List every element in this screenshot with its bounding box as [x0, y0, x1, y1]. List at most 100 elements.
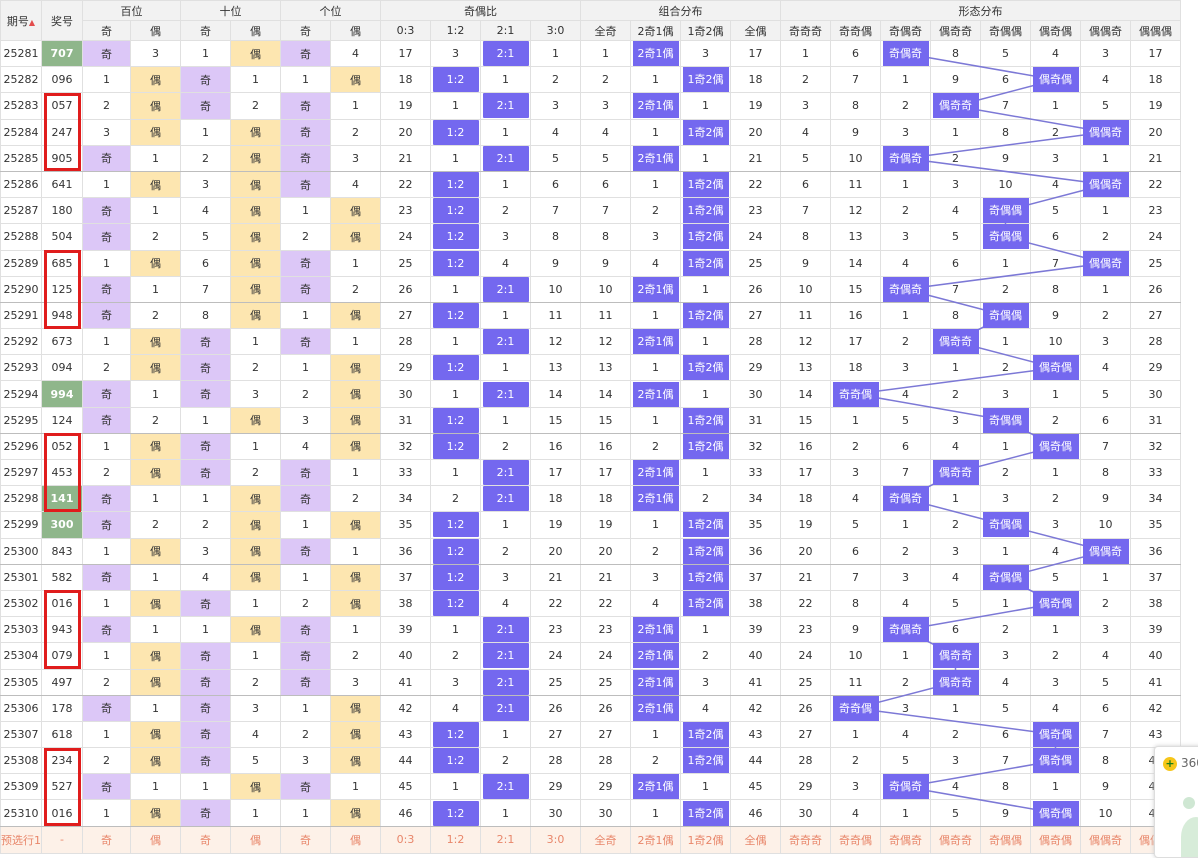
preselect-option[interactable]: 偶奇偶 — [1030, 825, 1081, 854]
preselect-option[interactable]: 偶偶奇 — [1080, 825, 1131, 854]
form-cell: 9 — [930, 66, 981, 94]
preselect-option[interactable]: 偶奇奇 — [930, 825, 981, 854]
form-cell: 12 — [780, 328, 831, 356]
preselect-option[interactable]: 2奇1偶 — [630, 825, 681, 854]
preselect-option[interactable]: 奇 — [280, 825, 331, 854]
ratio-hit-cell-mark: 1:2 — [432, 303, 479, 328]
units-odd-cell: 奇 — [280, 170, 331, 199]
form-cell: 4 — [1030, 537, 1081, 565]
preselect-option[interactable]: 奇 — [180, 825, 231, 854]
tens-odd-cell: 奇 — [180, 328, 231, 356]
prize-number-cell: 016 — [41, 799, 83, 827]
form-cell: 21 — [1130, 144, 1181, 172]
form-cell: 4 — [930, 432, 981, 461]
preselect-option[interactable]: 奇奇偶 — [830, 825, 881, 854]
ratio-hit-cell-mark: 2:1 — [482, 460, 529, 485]
ratio-cell: 22 — [380, 170, 431, 199]
sub-header-18: 奇偶偶 — [980, 20, 1031, 41]
form-cell: 1 — [880, 66, 931, 94]
preselect-option[interactable]: 1:2 — [430, 825, 481, 854]
form-cell: 30 — [780, 799, 831, 827]
floating-360-badge[interactable]: + 360 — [1154, 746, 1198, 858]
combo-cell: 19 — [730, 92, 781, 120]
form-hit-cell: 偶奇偶 — [1030, 354, 1081, 382]
prize-number-cell: 943 — [41, 616, 83, 644]
combo-cell: 8 — [580, 223, 631, 251]
issue-cell: 25281 — [0, 39, 42, 68]
prize-number-cell: 234 — [41, 747, 83, 775]
ratio-hit-cell-mark: 2:1 — [482, 93, 529, 119]
form-cell: 24 — [1130, 223, 1181, 251]
issue-header[interactable]: 期号▲ — [0, 0, 42, 41]
units-odd-cell: 奇 — [280, 458, 331, 487]
tens-odd-cell: 1 — [180, 616, 231, 644]
preselect-option[interactable]: 0:3 — [380, 825, 431, 854]
form-cell: 32 — [1130, 432, 1181, 461]
form-hit-cell-mark: 偶奇奇 — [932, 329, 979, 354]
combo-cell: 45 — [730, 773, 781, 801]
form-cell: 8 — [980, 773, 1031, 801]
ratio-hit-cell-mark: 2:1 — [482, 643, 529, 668]
prize-number-cell: 096 — [41, 66, 83, 94]
preselect-option[interactable]: 2:1 — [480, 825, 531, 854]
issue-cell: 25282 — [0, 66, 42, 94]
hundreds-even-cell: 偶 — [130, 354, 181, 382]
issue-cell: 25290 — [0, 275, 42, 303]
form-hit-cell: 奇偶奇 — [880, 275, 931, 303]
preselect-option[interactable]: 偶 — [330, 825, 381, 854]
form-cell: 7 — [780, 197, 831, 225]
preselect-option[interactable]: 奇 — [82, 825, 131, 854]
ratio-hit-cell: 2:1 — [480, 616, 531, 644]
ratio-cell: 29 — [380, 354, 431, 382]
preselect-option[interactable]: 奇偶奇 — [880, 825, 931, 854]
combo-cell: 1 — [630, 406, 681, 434]
ratio-cell: 1 — [480, 354, 531, 382]
combo-cell: 1 — [630, 511, 681, 539]
combo-hit-cell-mark: 1奇2偶 — [682, 224, 729, 249]
form-cell: 4 — [780, 118, 831, 146]
table-row: 25308 234 2 偶奇 5 3 偶 44 1:2 2 28 28 2 1奇2偶 44 28 2 5 3 7 偶奇偶… — [0, 747, 1181, 775]
sort-arrows-icon[interactable]: ▲ — [28, 17, 36, 27]
form-cell: 2 — [980, 275, 1031, 303]
tens-odd-cell: 奇 — [180, 720, 231, 749]
combo-hit-cell: 2奇1偶 — [630, 380, 681, 408]
combo-cell: 2 — [630, 537, 681, 565]
hundreds-odd-cell: 2 — [82, 668, 131, 696]
ratio-hit-cell-mark: 1:2 — [432, 355, 479, 380]
form-cell: 2 — [780, 66, 831, 94]
ratio-cell: 24 — [530, 642, 581, 670]
ratio-cell: 6 — [530, 170, 581, 199]
combo-hit-cell: 2奇1偶 — [630, 39, 681, 68]
preselect-option[interactable]: 全奇 — [580, 825, 631, 854]
form-cell: 3 — [930, 747, 981, 775]
issue-cell: 25307 — [0, 720, 42, 749]
form-cell: 3 — [1030, 511, 1081, 539]
preselect-option[interactable]: 1奇2偶 — [680, 825, 731, 854]
ratio-cell: 28 — [380, 328, 431, 356]
combo-cell: 27 — [580, 720, 631, 749]
form-cell: 2 — [1080, 223, 1131, 251]
combo-cell: 41 — [730, 668, 781, 696]
hundreds-odd-cell: 1 — [82, 642, 131, 670]
form-cell: 11 — [830, 170, 881, 199]
preselect-option[interactable]: 偶 — [130, 825, 181, 854]
hundreds-even-cell: 1 — [130, 197, 181, 225]
preselect-option[interactable]: 奇奇奇 — [780, 825, 831, 854]
ratio-cell: 10 — [530, 275, 581, 303]
preselect-option[interactable]: 奇偶偶 — [980, 825, 1031, 854]
ratio-hit-cell: 2:1 — [480, 328, 531, 356]
preselect-option[interactable]: 全偶 — [730, 825, 781, 854]
units-even-cell: 偶 — [330, 563, 381, 591]
ratio-cell: 34 — [380, 485, 431, 513]
preselect-option[interactable]: 3:0 — [530, 825, 581, 854]
form-cell: 2 — [980, 354, 1031, 382]
form-cell: 16 — [780, 432, 831, 461]
form-cell: 1 — [830, 720, 881, 749]
preselect-option[interactable]: 偶 — [230, 825, 281, 854]
sub-header-3: 偶 — [230, 20, 281, 41]
group-header-3: 奇偶比 — [380, 0, 581, 21]
form-hit-cell: 偶奇偶 — [1030, 747, 1081, 775]
ratio-cell: 39 — [380, 616, 431, 644]
combo-cell: 21 — [730, 144, 781, 172]
prize-number-cell: 178 — [41, 694, 83, 722]
